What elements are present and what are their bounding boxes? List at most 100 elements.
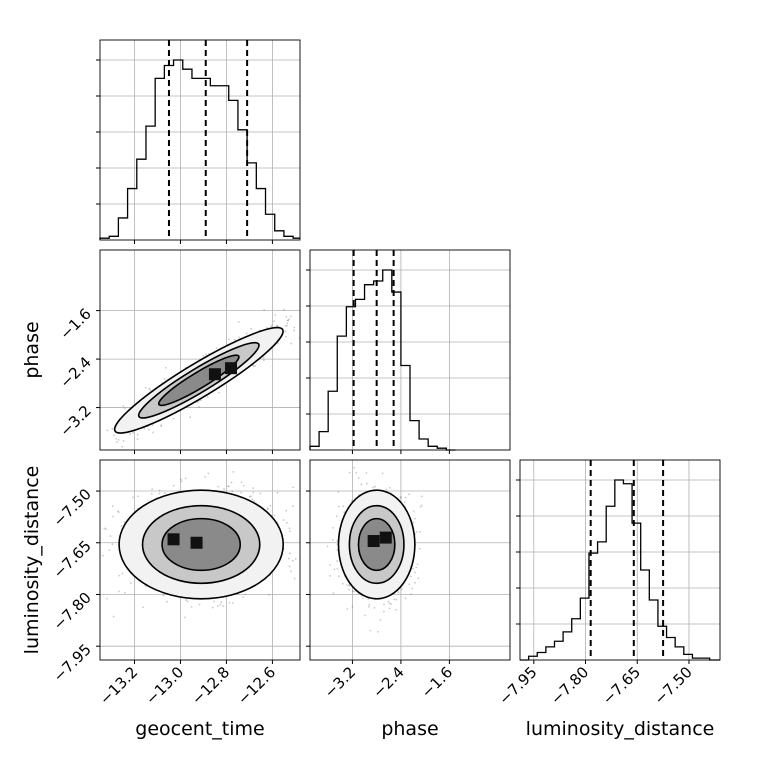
sample-point [231,490,234,493]
sample-point [288,557,290,560]
y-tick-label-phase: −3.2 [56,402,94,440]
sample-point [355,471,358,474]
sample-point [337,575,340,578]
sample-point [332,526,334,529]
panel-background [520,460,720,660]
sample-point [412,510,415,512]
sample-point [180,478,183,481]
x-tick-label-luminosity-distance: −7.95 [495,663,540,708]
sample-point [287,319,289,322]
sample-point [263,309,266,311]
density-peak-cell [167,533,180,546]
panel-frame [309,459,511,661]
sample-point [129,433,132,435]
density-layer [326,466,423,633]
sample-point [285,335,287,338]
sample-point [357,477,360,479]
sample-point [237,321,240,323]
sample-point [420,504,423,507]
sample-point [172,484,175,487]
sample-point [385,488,388,491]
sample-point [329,564,332,566]
sample-point [103,527,106,530]
sample-point [286,324,288,327]
sample-point [274,314,277,316]
sample-point [367,605,370,608]
density-peak-cell [190,536,203,549]
y-axis-label-phase: phase [21,321,43,378]
sample-point [143,427,146,430]
sample-point [190,605,193,608]
sample-point [394,608,397,611]
sample-point [230,481,233,484]
sample-point [351,590,354,592]
sample-point [115,437,118,440]
sample-point [158,492,161,495]
sample-point [252,487,254,489]
sample-point [300,547,302,549]
y-tick-label-phase: −2.4 [56,353,94,391]
sample-point [377,630,379,633]
sample-point [266,507,269,510]
sample-point [400,588,403,591]
sample-point [144,386,147,389]
sample-point [285,315,288,318]
sample-point [136,495,139,498]
sample-point [288,318,290,321]
sample-point [240,481,243,484]
y-axis-label-luminosity-distance: luminosity_distance [21,466,43,655]
y-tick-label-phase: −1.6 [56,305,94,343]
sample-point [291,559,294,562]
sample-point [266,508,269,511]
panel-hist-luminosity-distance: −7.95 −7.80 −7.65 −7.50 [495,459,721,708]
sample-point [219,603,222,606]
sample-point [292,486,295,489]
density-peak-cell [225,362,238,375]
sample-point [92,578,94,580]
sample-point [282,519,285,521]
x-tick-label-luminosity-distance: −7.65 [599,663,644,708]
sample-point [149,389,152,392]
sample-point [162,594,165,597]
sample-point [242,484,245,487]
sample-point [96,459,98,461]
sample-point [252,365,255,368]
panel-hist-geocent-time [96,39,301,244]
sample-point [411,587,414,590]
sample-point [118,574,121,577]
sample-point [415,530,418,533]
sample-point [293,577,296,580]
sample-point [107,454,109,456]
x-tick-label-phase: −2.4 [369,663,407,701]
sample-point [148,387,151,390]
y-tick-label-luminosity-distance: −7.80 [50,589,95,634]
sample-point [276,325,279,328]
sample-point [395,598,398,601]
sample-point [250,327,252,330]
sample-point [404,597,407,600]
sample-point [289,315,292,318]
sample-point [286,319,289,322]
sample-point [152,431,154,434]
sample-point [419,505,422,508]
sample-point [273,320,275,323]
sample-point [273,514,276,517]
sample-point [302,551,304,553]
density-peak-cell [208,368,221,381]
sample-point [196,401,199,404]
x-axis-label-phase: phase [381,718,438,740]
sample-point [183,616,186,619]
sample-point [388,486,391,489]
y-tick-label-luminosity-distance: −7.50 [50,485,95,530]
sample-point [368,603,371,606]
sample-point [414,517,416,520]
sample-point [388,607,391,610]
sample-point [285,509,288,512]
sample-point [367,598,370,600]
sample-point [112,515,114,518]
sample-point [393,598,396,601]
sample-point [251,498,254,501]
sample-point [348,471,351,474]
x-axis-label-geocent-time: geocent_time [135,718,264,740]
density-layer [92,460,304,619]
